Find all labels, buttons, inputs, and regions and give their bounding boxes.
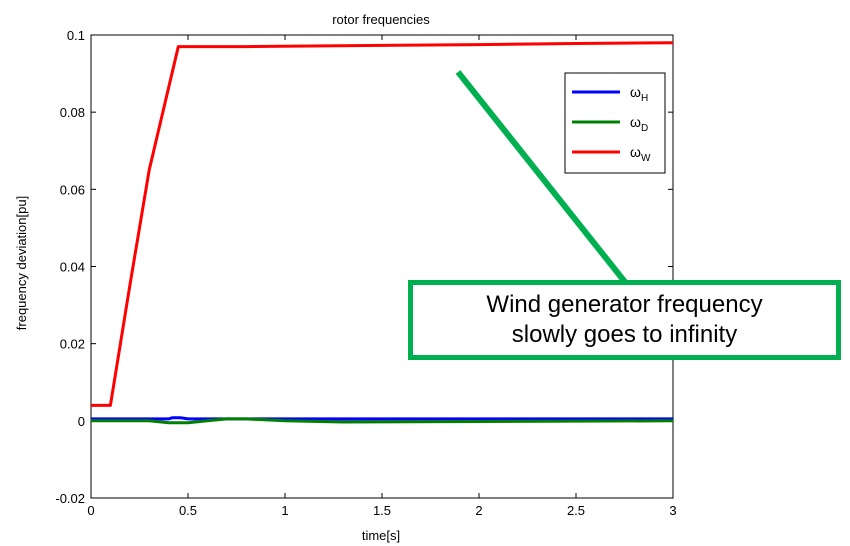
- annotation-line-2: slowly goes to infinity: [511, 321, 738, 348]
- annotation-arrow: [455, 70, 628, 284]
- y-tick-label: 0.04: [60, 260, 85, 275]
- x-tick-label: 0: [87, 503, 94, 518]
- y-axis-label: frequency deviation[pu]: [14, 196, 29, 330]
- x-tick-label: 3: [669, 503, 676, 518]
- chart-title: rotor frequencies: [332, 12, 430, 27]
- x-axis-label: time[s]: [362, 528, 400, 543]
- x-tick-label: 0.5: [179, 503, 197, 518]
- legend-label-d: ωD: [630, 114, 648, 134]
- series-line-omega-d: [91, 417, 674, 425]
- x-tick-label: 1: [281, 503, 288, 518]
- x-tick-label: 1.5: [373, 503, 391, 518]
- y-tick-label: -0.02: [55, 491, 85, 506]
- y-tick-label: 0: [78, 414, 85, 429]
- y-tick-label: 0.08: [60, 105, 85, 120]
- annotation-callout: Wind generator frequency slowly goes to …: [408, 280, 841, 360]
- legend-label-w: ωW: [630, 144, 651, 164]
- y-tick-label: 0.06: [60, 182, 85, 197]
- series-line-omega-w: [91, 41, 674, 407]
- y-tick-label: 0.02: [60, 337, 85, 352]
- x-tick-label: 2.5: [567, 503, 585, 518]
- annotation-line-1: Wind generator frequency: [486, 291, 763, 318]
- y-tick-label: 0.1: [67, 28, 85, 43]
- x-tick-label: 2: [475, 503, 482, 518]
- series-line-omega-h: [91, 416, 673, 421]
- legend-label-h: ωH: [630, 84, 648, 104]
- legend: ωH ωD ωW: [564, 72, 666, 174]
